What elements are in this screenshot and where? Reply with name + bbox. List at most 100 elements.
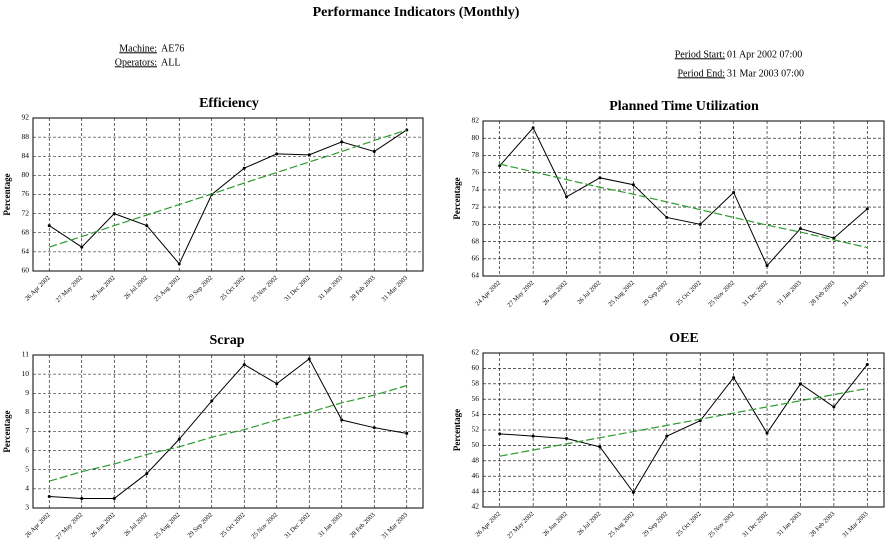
data-point xyxy=(698,419,702,423)
x-tick-label: 29 Sep 2002 xyxy=(186,275,214,303)
y-tick-label: 78 xyxy=(472,150,480,159)
period-end-label: Period End: xyxy=(678,68,726,79)
x-tick-label: 27 May 2002 xyxy=(55,275,84,304)
chart-title: Scrap xyxy=(210,333,245,348)
data-point xyxy=(80,496,84,500)
trend-line xyxy=(49,129,407,248)
y-tick-label: 72 xyxy=(472,202,480,211)
data-point xyxy=(598,176,602,180)
x-tick-label: 28 Feb 2003 xyxy=(808,280,836,308)
x-tick-label: 26 Apr 2002 xyxy=(474,511,502,539)
data-point xyxy=(832,236,836,240)
x-tick-label: 31 Mar 2003 xyxy=(381,275,410,304)
data-point xyxy=(307,357,311,361)
chart-title: Efficiency xyxy=(199,96,259,111)
machine: AE76 xyxy=(161,43,184,54)
operators: ALL xyxy=(161,57,180,68)
data-point xyxy=(865,363,869,367)
data-point xyxy=(765,264,769,268)
data-point xyxy=(177,262,181,266)
trend-line xyxy=(499,387,868,457)
x-tick-label: 29 Sep 2002 xyxy=(641,511,669,539)
data-point xyxy=(112,496,116,500)
x-tick-label: 28 Feb 2003 xyxy=(349,275,377,303)
y-tick-label: 48 xyxy=(472,456,480,465)
x-tick-label: 25 Oct 2002 xyxy=(219,275,247,303)
data-point xyxy=(565,436,569,440)
x-tick-label: 27 May 2002 xyxy=(506,511,535,540)
x-tick-label: 31 Mar 2003 xyxy=(841,280,870,309)
y-tick-label: 8 xyxy=(25,407,29,416)
plot-area xyxy=(482,120,885,277)
data-point xyxy=(865,207,869,211)
x-tick-label: 25 Oct 2002 xyxy=(675,280,703,308)
data-point xyxy=(765,431,769,435)
y-tick-label: 62 xyxy=(472,348,480,357)
data-point xyxy=(275,152,279,156)
y-tick-label: 58 xyxy=(472,379,480,388)
x-tick-label: 25 Aug 2002 xyxy=(607,280,636,309)
data-point xyxy=(798,382,802,386)
x-tick-label: 31 Dec 2002 xyxy=(741,280,769,308)
y-tick-label: 66 xyxy=(472,253,480,262)
x-tick-label: 26 Jul 2002 xyxy=(576,280,602,306)
x-tick-label: 26 Jul 2002 xyxy=(576,511,602,537)
x-tick-label: 27 May 2002 xyxy=(55,512,84,541)
y-tick-label: 50 xyxy=(472,440,480,449)
data-line xyxy=(499,126,868,267)
data-point xyxy=(47,224,51,228)
x-tick-label: 31 Mar 2003 xyxy=(381,512,410,541)
y-tick-label: 64 xyxy=(22,247,30,256)
data-point xyxy=(80,245,84,249)
y-tick-label: 11 xyxy=(22,350,29,359)
data-point xyxy=(698,222,702,226)
data-point xyxy=(631,490,635,494)
x-tick-label: 31 Dec 2002 xyxy=(741,511,769,539)
period-start: 01 Apr 2002 07:00 xyxy=(727,49,802,60)
y-tick-label: 68 xyxy=(472,236,480,245)
data-point xyxy=(732,376,736,380)
x-tick-label: 24 Apr 2002 xyxy=(474,280,502,308)
x-tick-label: 26 Jun 2002 xyxy=(542,511,569,538)
data-point xyxy=(531,434,535,438)
data-point xyxy=(112,212,116,216)
data-point xyxy=(598,445,602,449)
y-tick-label: 82 xyxy=(472,116,480,125)
y-tick-label: 80 xyxy=(22,170,30,179)
y-tick-label: 84 xyxy=(22,151,30,160)
data-point xyxy=(732,190,736,194)
y-tick-label: 7 xyxy=(25,426,29,435)
data-point xyxy=(177,437,181,441)
data-point xyxy=(210,399,214,403)
y-tick-label: 92 xyxy=(22,113,30,122)
y-tick-label: 76 xyxy=(22,189,30,198)
machine-label: Machine: xyxy=(119,43,157,54)
x-tick-label: 25 Nov 2002 xyxy=(250,275,279,304)
data-line xyxy=(48,129,408,265)
y-tick-label: 46 xyxy=(472,471,480,480)
y-tick-label: 60 xyxy=(22,266,30,275)
page-title: Performance Indicators (Monthly) xyxy=(313,5,520,20)
x-tick-label: 25 Oct 2002 xyxy=(675,511,703,539)
x-tick-label: 28 Feb 2003 xyxy=(349,512,377,540)
trend-line xyxy=(499,163,868,249)
data-point xyxy=(340,418,344,422)
x-tick-label: 26 Jun 2002 xyxy=(89,512,116,539)
x-tick-label: 26 Apr 2002 xyxy=(24,275,52,303)
operators-label: Operators: xyxy=(115,57,157,68)
y-axis-label: Percentage xyxy=(452,409,462,451)
y-axis-label: Percentage xyxy=(2,410,12,452)
data-point xyxy=(340,140,344,144)
y-tick-label: 74 xyxy=(472,185,480,194)
data-point xyxy=(242,166,246,170)
x-tick-label: 27 May 2002 xyxy=(506,280,535,309)
y-tick-label: 60 xyxy=(472,363,480,372)
data-point xyxy=(372,426,376,430)
y-tick-label: 88 xyxy=(22,132,30,141)
y-tick-label: 76 xyxy=(472,167,480,176)
chart-title: Planned Time Utilization xyxy=(609,99,759,114)
data-point xyxy=(275,382,279,386)
data-point xyxy=(531,126,535,130)
data-point xyxy=(145,472,149,476)
x-tick-label: 25 Aug 2002 xyxy=(153,512,182,541)
